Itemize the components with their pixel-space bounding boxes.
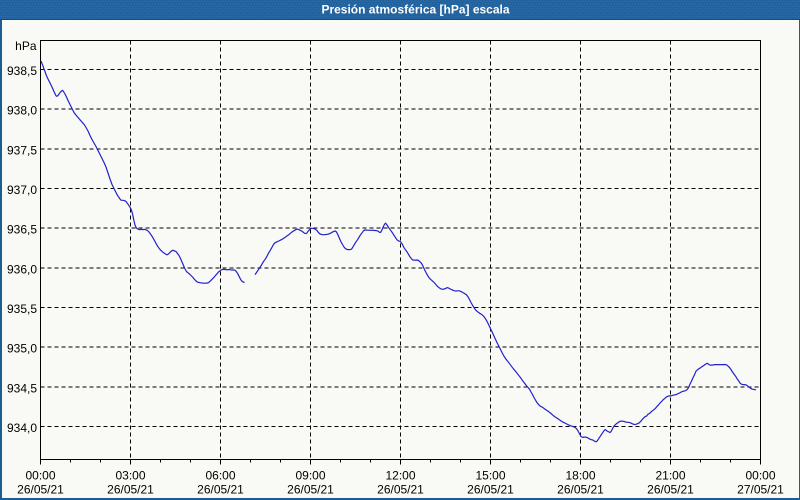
svg-text:26/05/21: 26/05/21	[377, 483, 424, 497]
svg-text:03:00: 03:00	[115, 469, 145, 483]
svg-text:26/05/21: 26/05/21	[197, 483, 244, 497]
svg-text:26/05/21: 26/05/21	[467, 483, 514, 497]
svg-text:26/05/21: 26/05/21	[287, 483, 334, 497]
svg-text:27/05/21: 27/05/21	[737, 483, 784, 497]
svg-text:18:00: 18:00	[565, 469, 595, 483]
svg-text:26/05/21: 26/05/21	[107, 483, 154, 497]
svg-text:937,0: 937,0	[7, 183, 37, 197]
svg-text:935,5: 935,5	[7, 302, 37, 316]
svg-text:21:00: 21:00	[655, 469, 685, 483]
svg-text:15:00: 15:00	[475, 469, 505, 483]
svg-text:937,5: 937,5	[7, 143, 37, 157]
svg-text:12:00: 12:00	[385, 469, 415, 483]
svg-text:934,5: 934,5	[7, 381, 37, 395]
svg-text:936,0: 936,0	[7, 262, 37, 276]
svg-text:hPa: hPa	[15, 39, 37, 53]
svg-text:936,5: 936,5	[7, 223, 37, 237]
svg-text:00:00: 00:00	[745, 469, 775, 483]
svg-text:938,5: 938,5	[7, 64, 37, 78]
svg-text:09:00: 09:00	[295, 469, 325, 483]
svg-text:00:00: 00:00	[25, 469, 55, 483]
svg-text:26/05/21: 26/05/21	[17, 483, 64, 497]
svg-text:938,0: 938,0	[7, 104, 37, 118]
svg-text:934,0: 934,0	[7, 421, 37, 435]
svg-text:935,0: 935,0	[7, 342, 37, 356]
svg-text:06:00: 06:00	[205, 469, 235, 483]
svg-text:Presión atmosférica [hPa] esca: Presión atmosférica [hPa] escala	[321, 3, 509, 17]
svg-text:26/05/21: 26/05/21	[647, 483, 694, 497]
svg-text:26/05/21: 26/05/21	[557, 483, 604, 497]
